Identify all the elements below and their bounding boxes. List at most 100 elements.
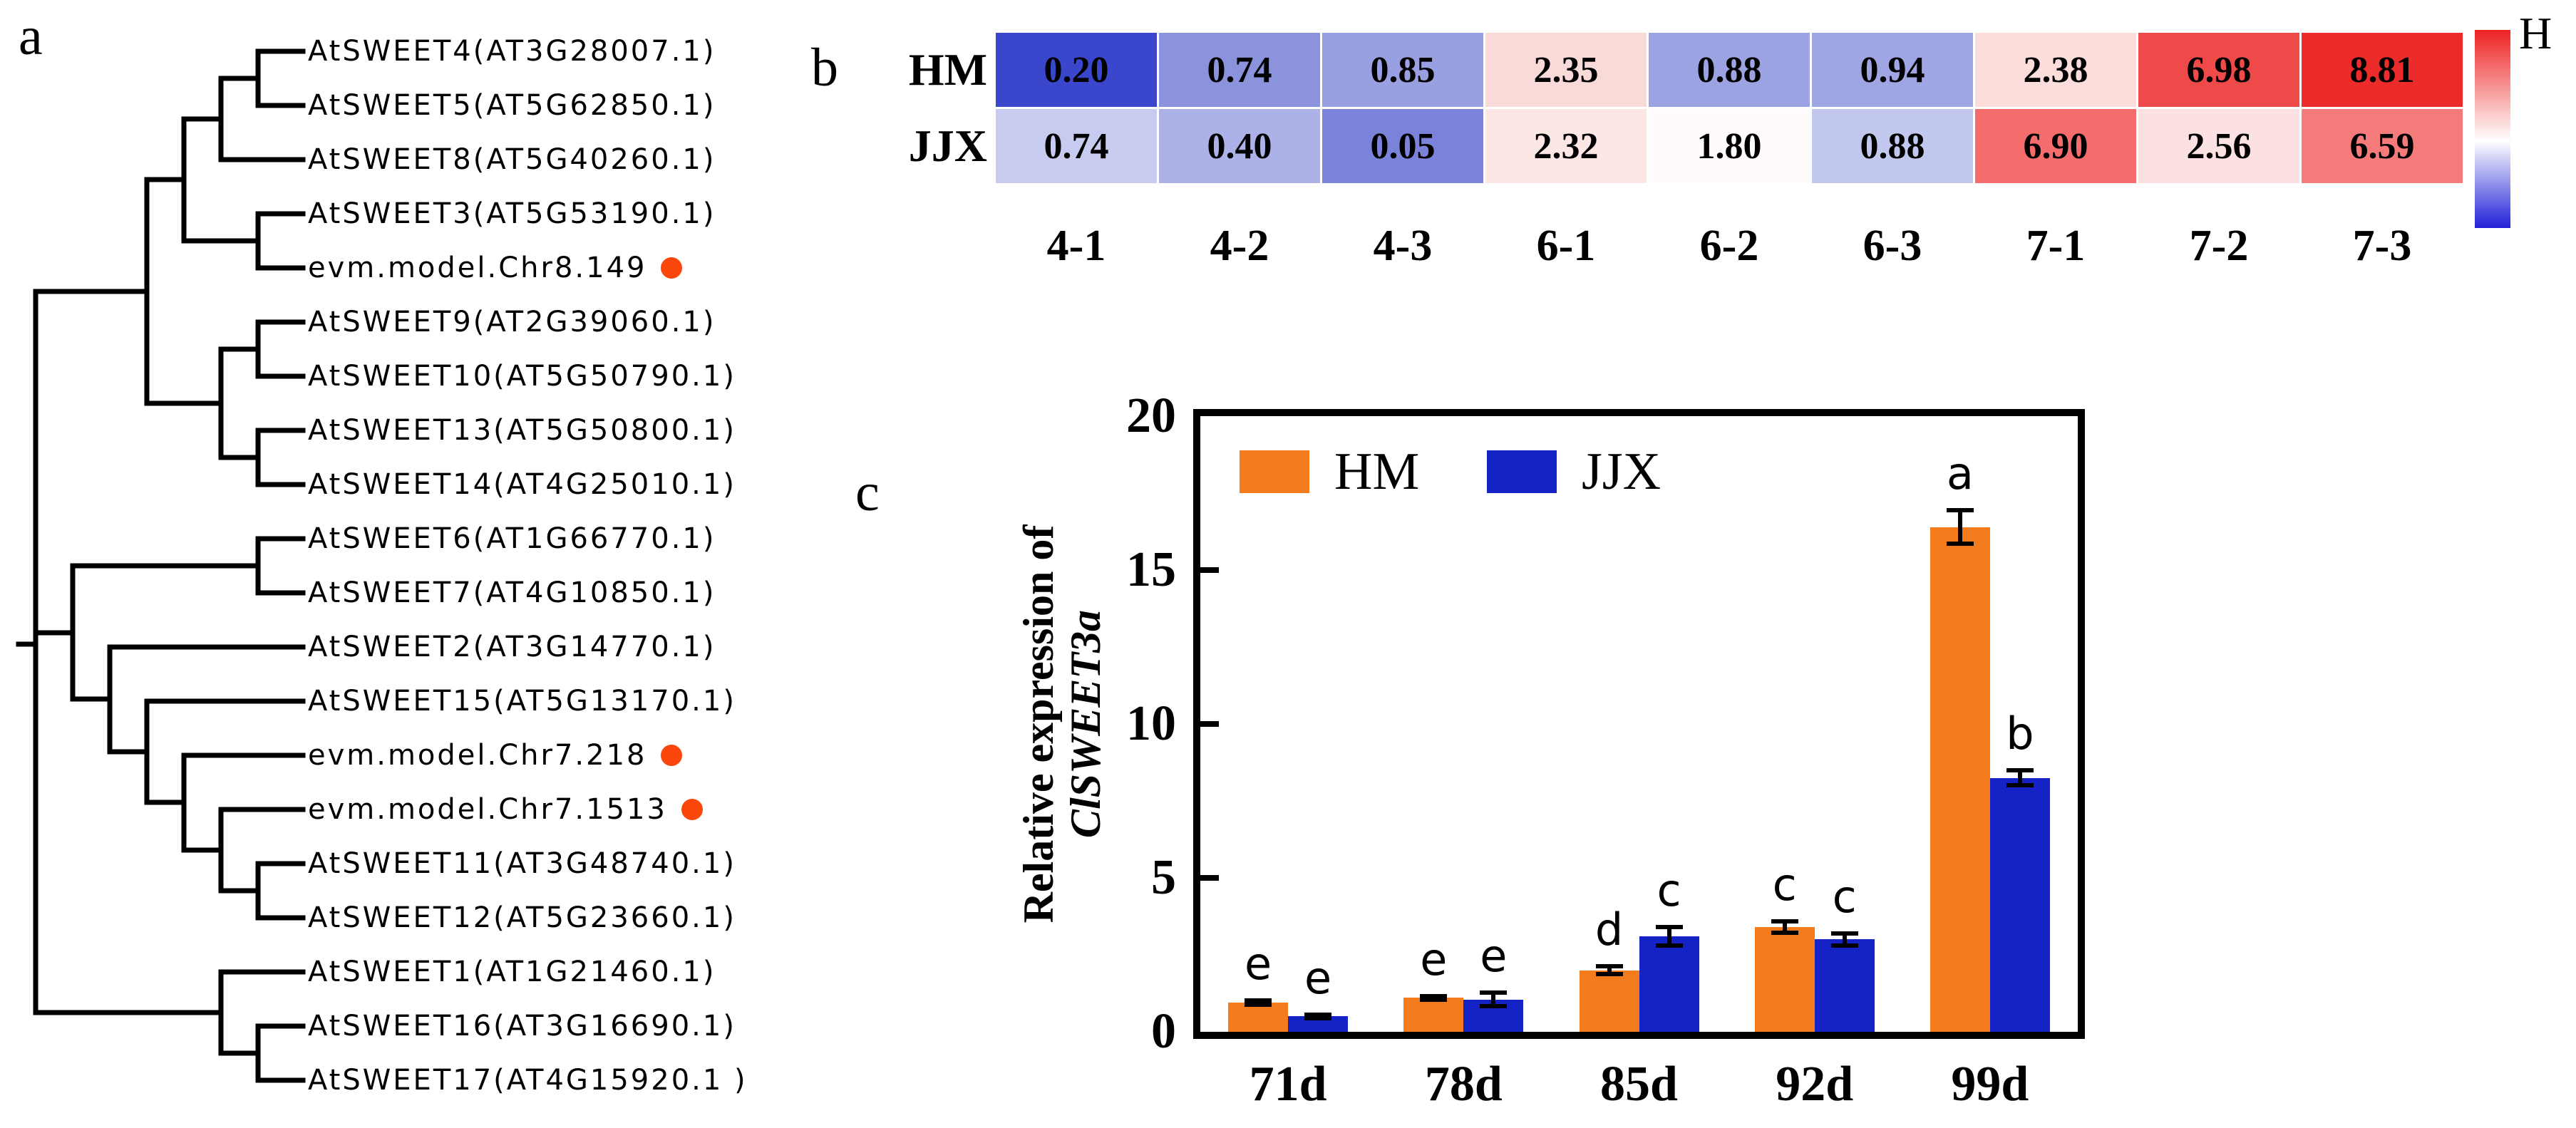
tree-leaf-label: AtSWEET8(AT5G40260.1) <box>308 140 716 179</box>
error-bar-cap-bottom <box>1480 1004 1508 1009</box>
panel-a-label: a <box>19 6 43 66</box>
heatmap-cell: 0.88 <box>1812 109 1973 183</box>
legend-label-hm: HM <box>1334 443 1420 501</box>
error-bar-line <box>2017 770 2022 786</box>
error-bar-cap-bottom <box>1595 971 1623 976</box>
tree-leaf-label: AtSWEET11(AT3G48740.1) <box>308 844 736 883</box>
tree-branch-lines <box>16 48 306 1083</box>
significance-letter: e <box>1304 951 1332 1004</box>
tree-leaf-label-text: AtSWEET7(AT4G10850.1) <box>308 576 716 609</box>
heatmap-column-label: 7-2 <box>2189 222 2249 270</box>
tree-leaf-label: AtSWEET2(AT3G14770.1) <box>308 628 716 666</box>
tree-leaf-label-text: AtSWEET12(AT5G23660.1) <box>308 901 736 934</box>
bar-chart-plot-area: HM JJX e e d c a e e c c b <box>1193 409 2085 1039</box>
heatmap-column-label: 6-2 <box>1699 222 1759 270</box>
bar-hm-92d <box>1754 927 1815 1032</box>
tree-leaf-label-text: evm.model.Chr7.1513 <box>308 793 667 826</box>
error-bar-cap-bottom <box>1304 1015 1332 1020</box>
tree-leaf-label: evm.model.Chr7.1513 <box>308 790 703 829</box>
phylogenetic-tree <box>16 48 306 1083</box>
heatmap-column-label: 6-1 <box>1536 222 1596 270</box>
tree-leaf-label: AtSWEET14(AT4G25010.1) <box>308 465 736 504</box>
error-bar-cap-bottom <box>1946 542 1974 547</box>
error-bar-line <box>1491 993 1496 1007</box>
heatmap-cell: 2.35 <box>1485 33 1647 107</box>
x-axis-category-label: 85d <box>1600 1057 1678 1112</box>
tree-leaf-label-text: AtSWEET13(AT5G50800.1) <box>308 414 736 447</box>
x-axis-category-label: 71d <box>1249 1057 1327 1112</box>
significance-letter: e <box>1245 937 1272 990</box>
tree-leaf-label-text: AtSWEET10(AT5G50790.1) <box>308 360 736 393</box>
panel-c-label: c <box>855 462 880 522</box>
tree-leaf-label-text: evm.model.Chr8.149 <box>308 252 647 284</box>
heatmap-cell: 0.40 <box>1159 109 1320 183</box>
colorbar-label: H <box>2519 8 2552 58</box>
heatmap-cell: 0.20 <box>996 33 1157 107</box>
y-axis-tick-label: 20 <box>1126 388 1176 443</box>
x-axis-category-label: 92d <box>1776 1057 1854 1112</box>
tree-leaf-labels: AtSWEET4(AT3G28007.1) AtSWEET5(AT5G62850.… <box>0 0 805 1128</box>
x-axis-category-label: 78d <box>1424 1057 1503 1112</box>
error-bar-line <box>1957 509 1962 544</box>
heatmap-cell: 0.74 <box>996 109 1157 183</box>
x-axis-category-label: 99d <box>1951 1057 2029 1112</box>
tree-leaf-label: AtSWEET9(AT2G39060.1) <box>308 303 716 341</box>
y-axis-tick-label: 5 <box>1151 850 1176 905</box>
tree-leaf-label: AtSWEET16(AT3G16690.1) <box>308 1007 736 1045</box>
tree-leaf-label-text: AtSWEET8(AT5G40260.1) <box>308 143 716 176</box>
y-axis-tick-mark <box>1200 721 1219 727</box>
error-bar-cap-bottom <box>2006 783 2034 788</box>
y-axis-tick-label: 10 <box>1126 696 1176 751</box>
candidate-gene-dot-icon <box>661 257 683 279</box>
heatmap-row-label: HM <box>908 44 987 95</box>
heatmap-cell: 0.05 <box>1322 109 1483 183</box>
heatmap-column-label: 4-2 <box>1210 222 1269 270</box>
heatmap-cell: 2.56 <box>2138 109 2299 183</box>
error-bar-cap-bottom <box>1771 930 1798 935</box>
error-bar-cap-top <box>1655 925 1683 930</box>
heatmap-column-label: 4-1 <box>1046 222 1106 270</box>
significance-letter: d <box>1594 904 1624 956</box>
error-bar-line <box>1666 927 1671 946</box>
tree-leaf-label: AtSWEET7(AT4G10850.1) <box>308 574 716 612</box>
heatmap-cell: 1.80 <box>1649 109 1810 183</box>
tree-leaf-label-text: AtSWEET1(AT1G21460.1) <box>308 956 716 988</box>
heatmap-row-label: JJX <box>908 120 987 171</box>
tree-leaf-label: AtSWEET17(AT4G15920.1 ) <box>308 1061 748 1099</box>
tree-leaf-label-text: AtSWEET2(AT3G14770.1) <box>308 631 716 663</box>
panel-b-label: b <box>811 38 838 98</box>
candidate-gene-dot-icon <box>681 799 703 820</box>
y-axis-tick-mark <box>1200 567 1219 573</box>
tree-leaf-label-text: AtSWEET11(AT3G48740.1) <box>308 847 736 880</box>
heatmap-cell: 0.74 <box>1159 33 1320 107</box>
heatmap-cell: 0.85 <box>1322 33 1483 107</box>
error-bar-cap-bottom <box>1420 998 1448 1003</box>
heatmap-grid: 0.20 0.74 0.85 2.35 0.88 0.94 2.38 6.98 8.81 0.74… <box>996 33 2463 183</box>
bar-jjx-92d <box>1814 939 1875 1032</box>
bar-hm-99d <box>1930 527 1990 1032</box>
error-bar-cap-bottom <box>1655 943 1683 948</box>
heatmap-column-label: 7-3 <box>2352 222 2412 270</box>
tree-leaf-label-text: AtSWEET17(AT4G15920.1 ) <box>308 1064 748 1097</box>
heatmap-cell: 6.59 <box>2302 109 2463 183</box>
tree-leaf-label: AtSWEET15(AT5G13170.1) <box>308 682 736 720</box>
tree-leaf-label: AtSWEET12(AT5G23660.1) <box>308 899 736 937</box>
error-bar-cap-top <box>1304 1012 1332 1017</box>
error-bar-cap-top <box>1830 931 1858 936</box>
error-bar-cap-top <box>1771 919 1798 924</box>
error-bar-cap-top <box>1946 507 1974 512</box>
significance-letter: e <box>1480 930 1508 983</box>
significance-letter: e <box>1420 933 1448 985</box>
tree-leaf-label: AtSWEET3(AT5G53190.1) <box>308 195 716 233</box>
heatmap-cell: 0.88 <box>1649 33 1810 107</box>
significance-letter: a <box>1946 447 1974 500</box>
error-bar-cap-top <box>1420 993 1448 998</box>
heatmap-column-label: 6-3 <box>1863 222 1922 270</box>
error-bar-cap-top <box>1480 990 1508 995</box>
tree-leaf-label-text: evm.model.Chr7.218 <box>308 739 647 772</box>
colorbar-gradient <box>2475 30 2510 228</box>
bar-hm-78d <box>1403 998 1464 1032</box>
legend-swatch-jjx <box>1487 450 1557 493</box>
candidate-gene-dot-icon <box>661 745 683 766</box>
error-bar-line <box>1607 966 1612 974</box>
